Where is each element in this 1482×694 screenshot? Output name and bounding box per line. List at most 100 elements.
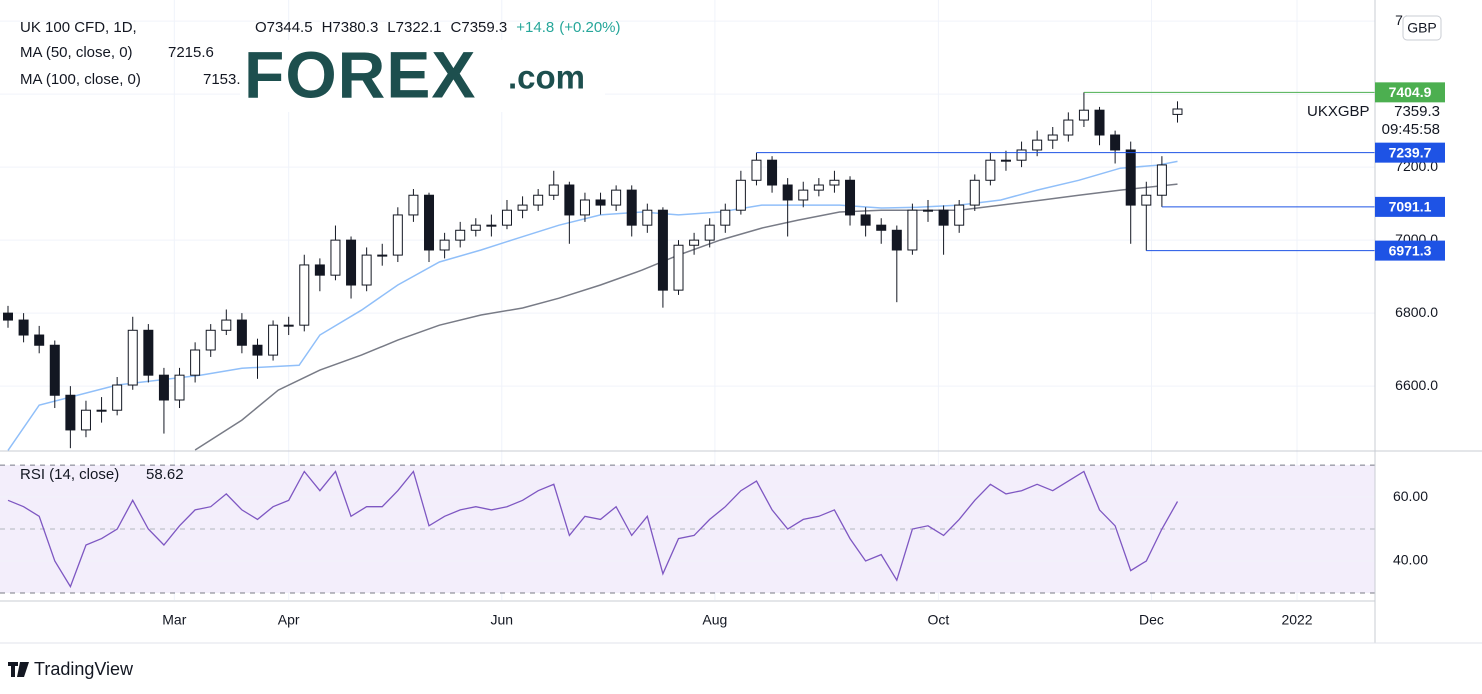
candle-body — [455, 229, 466, 241]
logo: FOREX — [244, 37, 476, 111]
ohlc-prefix: O — [255, 19, 267, 36]
candle-body — [1047, 134, 1058, 141]
candle-body — [3, 312, 13, 321]
candle-body — [299, 264, 310, 326]
candle-body — [533, 194, 544, 206]
moving-average — [7, 160, 1178, 451]
candle-body — [80, 409, 91, 431]
candle-body — [689, 239, 700, 246]
candle-body — [252, 344, 263, 356]
level-badge — [1375, 142, 1445, 163]
candle-body — [1156, 164, 1167, 196]
rsi-line — [7, 470, 1179, 589]
candle-body — [626, 189, 637, 226]
candle-body — [112, 384, 123, 411]
change-pct: (+0.20%) — [559, 19, 620, 36]
candle-body — [845, 179, 856, 216]
candle-body — [424, 194, 435, 251]
candle-body — [486, 224, 497, 227]
candle-body — [18, 319, 29, 336]
candle-body — [501, 209, 512, 226]
level-label: 7091.1 — [1389, 199, 1432, 215]
candle-body — [96, 409, 107, 412]
legend-value: 7153.4 — [203, 71, 249, 88]
candle-body — [595, 199, 606, 206]
candle-body — [938, 209, 949, 226]
x-tick-label: 2022 — [1281, 612, 1312, 628]
ohlc-prefix: C — [451, 19, 462, 36]
rsi-tick-label: 60.00 — [1393, 488, 1428, 504]
candle-body — [1094, 109, 1105, 136]
candle-body — [954, 204, 965, 226]
x-tick-label: Dec — [1139, 612, 1164, 628]
candle-body — [720, 209, 731, 226]
countdown: 09:45:58 — [1382, 121, 1440, 138]
candle-body — [221, 319, 232, 331]
candle-body — [190, 349, 201, 376]
candle-body — [564, 184, 575, 216]
candle-body — [829, 179, 840, 186]
candle-body — [439, 239, 450, 251]
candle-body — [1016, 149, 1027, 161]
candle-body — [969, 179, 980, 206]
candle-body — [283, 324, 294, 327]
currency: GBP — [1407, 20, 1437, 36]
level-label: 7239.7 — [1389, 144, 1432, 160]
level-badge — [1375, 240, 1445, 261]
x-tick-label: Mar — [162, 612, 186, 628]
candle-body — [704, 224, 715, 241]
candle-body — [735, 179, 746, 211]
candle-body — [611, 189, 622, 206]
candle-body — [1078, 109, 1089, 121]
y-tick-label: 6800.0 — [1395, 304, 1438, 320]
last-price: 7359.3 — [1394, 103, 1440, 120]
x-tick-label: Apr — [278, 612, 300, 628]
level-label: 7404.9 — [1389, 84, 1432, 100]
candle-body — [985, 159, 996, 181]
candle-body — [517, 204, 528, 211]
level-label: 6971.3 — [1389, 242, 1432, 258]
candle-body — [268, 324, 279, 356]
currency-badge[interactable] — [1402, 15, 1442, 41]
rsi-band — [0, 465, 1375, 593]
legend-name: MA (100, close, 0) — [20, 71, 141, 88]
candle-body — [143, 329, 154, 376]
candle-body — [174, 374, 185, 401]
candle-body — [158, 374, 169, 401]
candle-body — [377, 254, 388, 257]
ohlc-value: 7359.3 — [461, 19, 507, 36]
candle-body — [860, 214, 871, 226]
candle-body — [205, 329, 216, 351]
plot-main — [3, 91, 1375, 589]
candle-body — [813, 184, 824, 191]
candle-body — [907, 209, 918, 251]
candle-body — [876, 224, 887, 231]
candle-body — [1172, 108, 1183, 115]
chart-title: UK 100 CFD, 1D, — [20, 19, 137, 36]
candle-body — [470, 224, 481, 231]
x-tick-label: Jun — [490, 612, 513, 628]
candle-body — [65, 394, 76, 431]
ohlc-prefix: H — [322, 19, 333, 36]
candle-body — [548, 184, 559, 196]
candle-body — [361, 254, 372, 286]
candle-body — [1000, 159, 1011, 162]
legend-value: 7215.6 — [168, 44, 214, 61]
plot-front: GBP UK 100 CFD, 1D, UKXGBP 7359.3 09:45:… — [0, 0, 1482, 679]
candle-body — [408, 194, 419, 216]
watermark: TradingView — [34, 659, 134, 679]
rsi-legend-value: 58.62 — [146, 466, 184, 483]
candle-body — [1141, 194, 1152, 206]
ohlc-legend: O7344.5 H7380.3 L7322.1 C7359.3 +14.8 (+0.20%… — [255, 19, 621, 36]
candle-body — [1125, 149, 1136, 206]
rsi-legend-name: RSI (14, close) — [20, 466, 119, 483]
legend-name: MA (50, close, 0) — [20, 44, 133, 61]
ohlc-value: 7322.1 — [396, 19, 442, 36]
ohlc-prefix: L — [387, 19, 395, 36]
candle-body — [657, 209, 668, 291]
candle-body — [330, 239, 341, 276]
rsi-tick-label: 40.00 — [1393, 552, 1428, 568]
candle-body — [767, 159, 778, 186]
candle-body — [346, 239, 357, 286]
candle-body — [1110, 134, 1121, 151]
